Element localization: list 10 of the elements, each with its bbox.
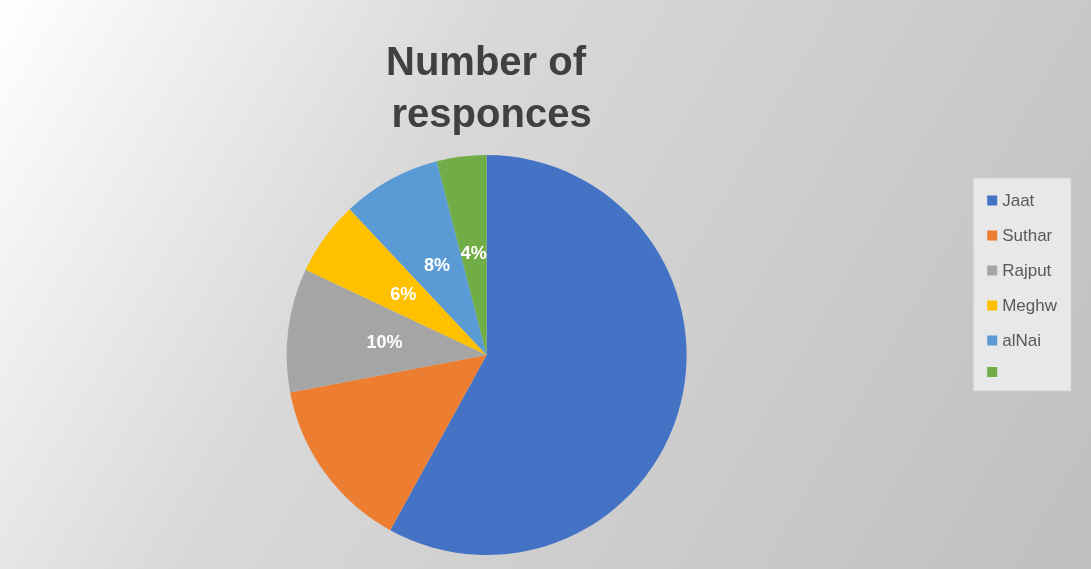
legend-label: Suthar	[1002, 226, 1053, 245]
data-label: 4%	[460, 242, 487, 263]
legend-label: Rajput	[1002, 261, 1052, 280]
data-label: 6%	[390, 284, 417, 305]
legend-label: Jaat	[1002, 191, 1035, 210]
data-label: 8%	[423, 254, 450, 275]
chart-title: Number of responces	[386, 39, 598, 135]
data-label: 10%	[366, 332, 403, 353]
legend-label: Meghw	[1002, 296, 1058, 315]
legend-label: alNai	[1002, 331, 1041, 350]
